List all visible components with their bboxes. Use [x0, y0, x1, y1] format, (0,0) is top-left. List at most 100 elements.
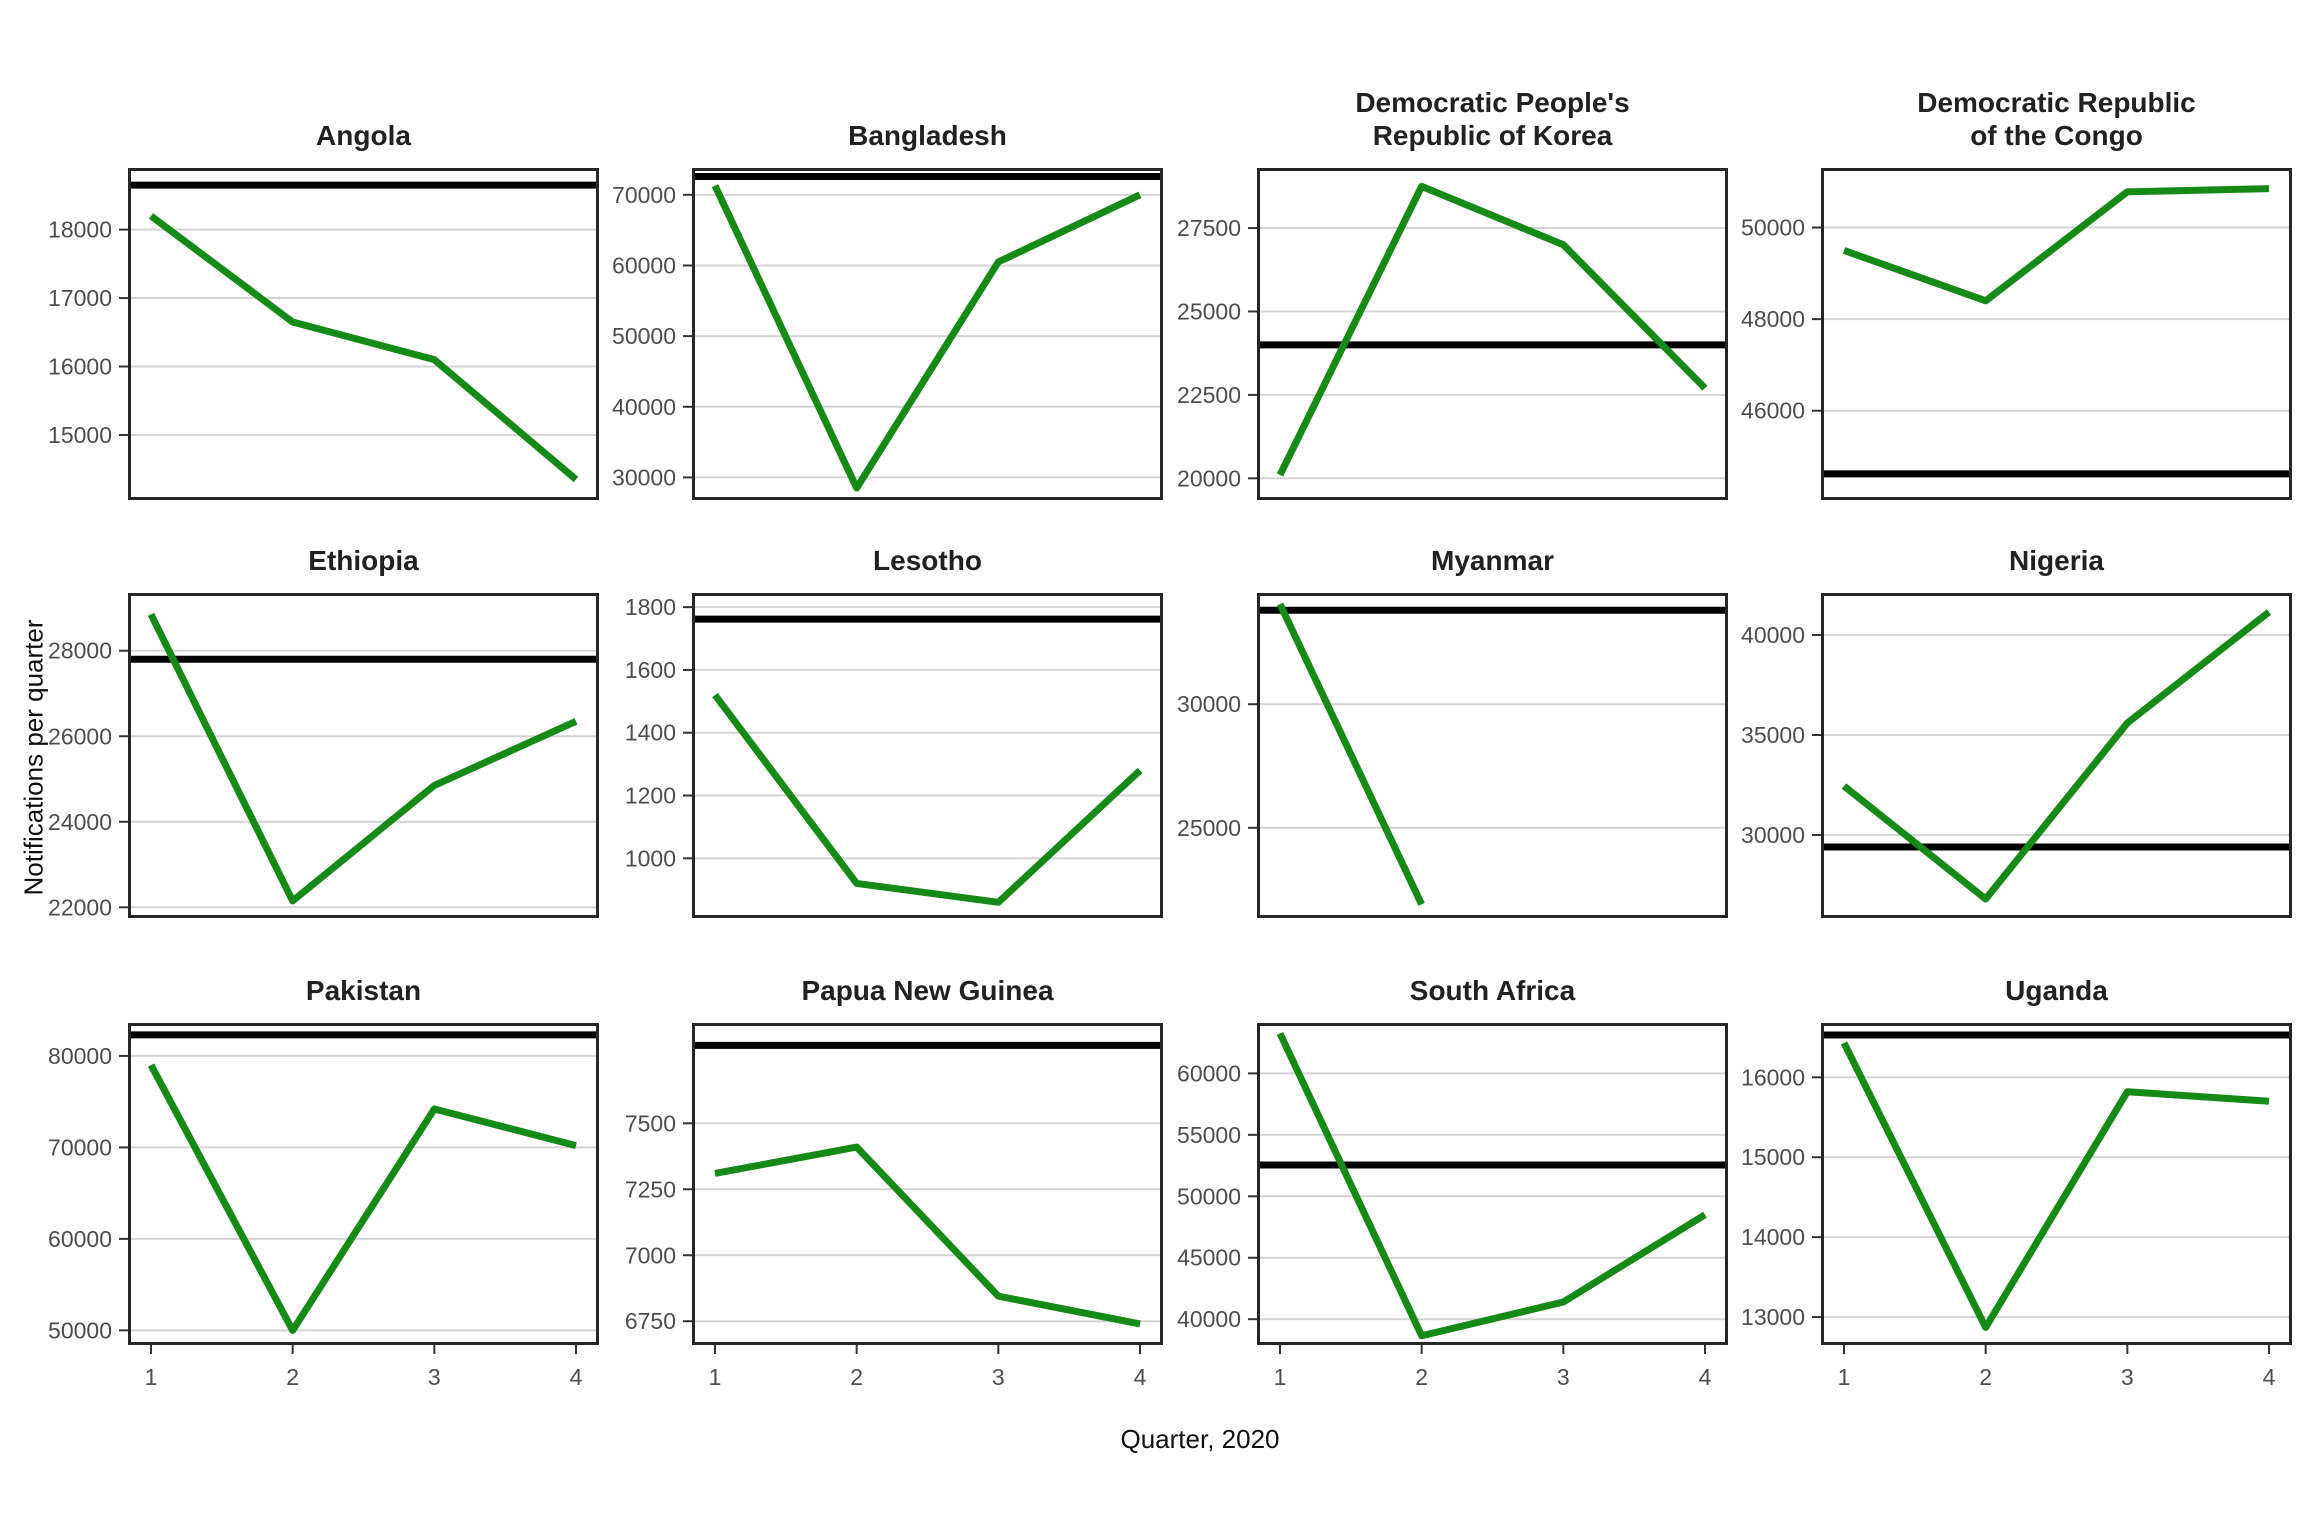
facet-plot: 13000 14000 15000 16000 1 2 3 4 — [1741, 1023, 2292, 1390]
facet-plot: 25000 30000 — [1177, 593, 1728, 918]
svg-text:3: 3 — [428, 1364, 441, 1390]
facet-plot: 46000 48000 50000 — [1741, 168, 2292, 500]
svg-text:17000: 17000 — [48, 285, 112, 311]
svg-text:7500: 7500 — [625, 1110, 676, 1136]
svg-text:4: 4 — [2263, 1364, 2276, 1390]
facet-title: Bangladesh — [848, 119, 1007, 151]
svg-text:30000: 30000 — [612, 464, 676, 490]
svg-text:60000: 60000 — [48, 1226, 112, 1252]
facet-nigeria: Nigeria 30000 35000 40000 — [1706, 515, 2292, 978]
facet-plot: 40000 45000 50000 55000 60000 1 2 3 4 — [1177, 1023, 1728, 1390]
svg-text:14000: 14000 — [1741, 1224, 1805, 1250]
svg-text:40000: 40000 — [1741, 622, 1805, 648]
svg-text:27500: 27500 — [1177, 215, 1241, 241]
svg-text:46000: 46000 — [1741, 398, 1805, 424]
svg-text:25000: 25000 — [1177, 298, 1241, 324]
facet-uganda: Uganda 13000 14000 15000 16000 1 2 3 4 — [1706, 945, 2292, 1405]
facet-plot: 15000 16000 17000 18000 — [48, 168, 599, 500]
facet-dr-congo: Democratic Republic of the Congo 46000 48… — [1706, 87, 2292, 560]
facet-angola: Angola 15000 16000 17000 18000 — [13, 90, 599, 560]
svg-text:30000: 30000 — [1177, 691, 1241, 717]
svg-text:48000: 48000 — [1741, 306, 1805, 332]
svg-text:1200: 1200 — [625, 783, 676, 809]
svg-text:4: 4 — [1699, 1364, 1712, 1390]
svg-text:6750: 6750 — [625, 1308, 676, 1334]
svg-text:1400: 1400 — [625, 720, 676, 746]
svg-text:2: 2 — [1415, 1364, 1428, 1390]
facet-title: Myanmar — [1431, 544, 1554, 576]
svg-text:70000: 70000 — [612, 182, 676, 208]
svg-text:4: 4 — [570, 1364, 583, 1390]
svg-text:30000: 30000 — [1741, 822, 1805, 848]
svg-text:22000: 22000 — [48, 894, 112, 920]
facet-plot: 6750 7000 7250 7500 1 2 3 4 — [625, 1023, 1163, 1390]
facet-title: Lesotho — [873, 544, 982, 576]
svg-text:2: 2 — [850, 1364, 863, 1390]
svg-text:16000: 16000 — [48, 354, 112, 380]
facet-title: Nigeria — [2009, 544, 2104, 576]
facet-plot: 22000 24000 26000 28000 — [48, 593, 599, 920]
facet-myanmar: Myanmar 25000 30000 — [1142, 515, 1728, 978]
facet-title: Ethiopia — [308, 544, 419, 576]
facet-plot: 1000 1200 1400 1600 1800 — [625, 593, 1163, 918]
facet-title: Democratic People's Republic of Korea — [1355, 87, 1630, 151]
facet-title: South Africa — [1409, 974, 1576, 1006]
facet-title: Uganda — [2005, 974, 2108, 1006]
svg-text:40000: 40000 — [612, 394, 676, 420]
svg-text:35000: 35000 — [1741, 722, 1805, 748]
facet-plot: 50000 60000 70000 80000 1 2 3 4 — [48, 1023, 599, 1390]
svg-text:24000: 24000 — [48, 809, 112, 835]
svg-text:16000: 16000 — [1741, 1064, 1805, 1090]
facet-title: Papua New Guinea — [801, 974, 1054, 1006]
svg-text:2: 2 — [1979, 1364, 1992, 1390]
svg-text:1: 1 — [145, 1364, 158, 1390]
svg-text:1800: 1800 — [625, 594, 676, 620]
svg-text:1: 1 — [709, 1364, 722, 1390]
svg-text:80000: 80000 — [48, 1043, 112, 1069]
svg-text:3: 3 — [992, 1364, 1005, 1390]
svg-text:1600: 1600 — [625, 657, 676, 683]
facet-pakistan: Pakistan 50000 60000 70000 80000 1 2 3 4 — [13, 945, 599, 1405]
facet-papua-new-guinea: Papua New Guinea 6750 7000 7250 7500 1 2 3 4 — [577, 945, 1163, 1405]
svg-text:18000: 18000 — [48, 217, 112, 243]
facet-title: Democratic Republic of the Congo — [1917, 87, 2196, 151]
svg-text:50000: 50000 — [1177, 1183, 1241, 1209]
svg-text:50000: 50000 — [1741, 215, 1805, 241]
x-axis-title: Quarter, 2020 — [1120, 1424, 1280, 1454]
svg-text:1000: 1000 — [625, 845, 676, 871]
svg-text:20000: 20000 — [1177, 465, 1241, 491]
svg-text:45000: 45000 — [1177, 1245, 1241, 1271]
facet-plot: 20000 22500 25000 27500 — [1177, 168, 1728, 500]
facet-lesotho: Lesotho 1000 1200 1400 1600 1800 — [577, 515, 1163, 978]
svg-text:7000: 7000 — [625, 1242, 676, 1268]
facet-plot: 30000 40000 50000 60000 70000 — [612, 168, 1163, 500]
svg-text:25000: 25000 — [1177, 815, 1241, 841]
svg-text:22500: 22500 — [1177, 382, 1241, 408]
svg-text:60000: 60000 — [1177, 1060, 1241, 1086]
svg-text:13000: 13000 — [1741, 1304, 1805, 1330]
svg-text:50000: 50000 — [612, 323, 676, 349]
facet-title: Angola — [316, 119, 411, 151]
svg-text:60000: 60000 — [612, 252, 676, 278]
facet-bangladesh: Bangladesh 30000 40000 50000 60000 70000 — [577, 90, 1163, 560]
svg-text:28000: 28000 — [48, 638, 112, 664]
facet-ethiopia: Ethiopia 22000 24000 26000 28000 — [13, 515, 599, 978]
svg-text:7250: 7250 — [625, 1176, 676, 1202]
svg-text:26000: 26000 — [48, 723, 112, 749]
svg-text:40000: 40000 — [1177, 1306, 1241, 1332]
facet-title: Pakistan — [305, 974, 422, 1006]
svg-text:4: 4 — [1134, 1364, 1147, 1390]
facet-dpr-korea: Democratic People's Republic of Korea 20… — [1142, 87, 1728, 560]
svg-text:50000: 50000 — [48, 1317, 112, 1343]
svg-text:3: 3 — [2121, 1364, 2134, 1390]
svg-text:1: 1 — [1274, 1364, 1287, 1390]
svg-text:3: 3 — [1557, 1364, 1570, 1390]
svg-text:55000: 55000 — [1177, 1122, 1241, 1148]
svg-text:70000: 70000 — [48, 1134, 112, 1160]
svg-text:1: 1 — [1838, 1364, 1851, 1390]
facet-plot: 30000 35000 40000 — [1741, 593, 2292, 918]
facet-south-africa: South Africa 40000 45000 50000 55000 60000 1 2… — [1142, 945, 1728, 1405]
svg-text:15000: 15000 — [1741, 1144, 1805, 1170]
svg-text:2: 2 — [286, 1364, 299, 1390]
